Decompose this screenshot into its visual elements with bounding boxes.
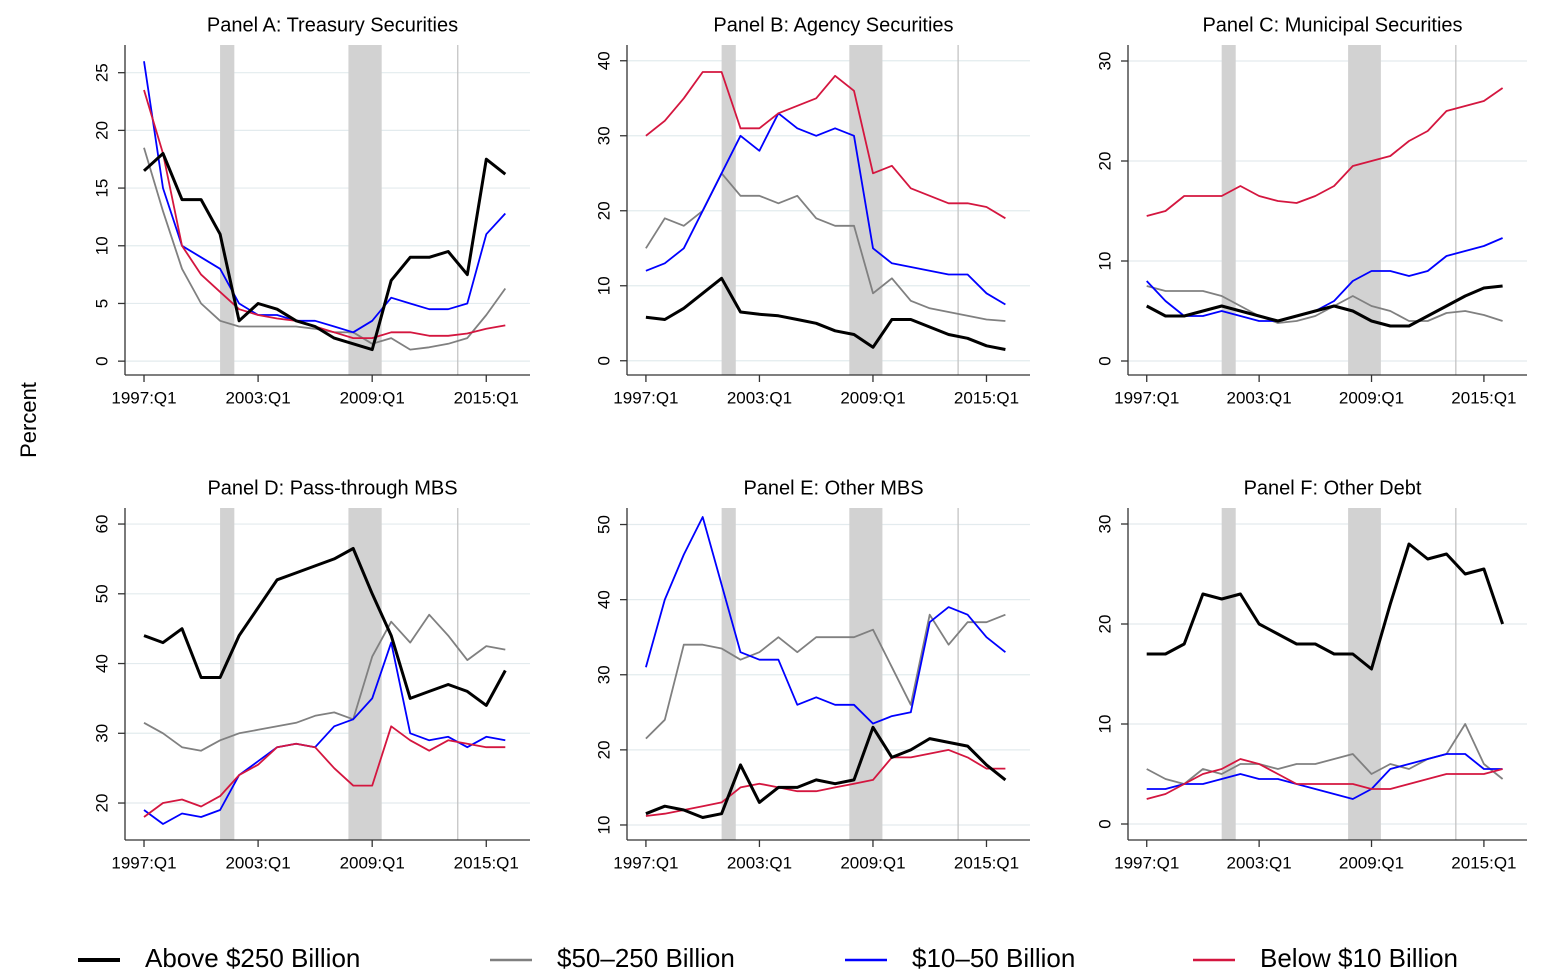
x-tick-label: 2009:Q1 xyxy=(840,853,905,872)
y-tick-label: 25 xyxy=(92,63,111,82)
y-tick-label: 20 xyxy=(92,121,111,140)
recession-band xyxy=(721,45,736,375)
panel-title: Panel D: Pass-through MBS xyxy=(207,477,457,499)
series-line xyxy=(1145,284,1503,328)
y-tick-label: 30 xyxy=(1095,515,1114,534)
series-line xyxy=(143,725,506,818)
series-line xyxy=(1146,237,1503,322)
panel-title: Panel F: Other Debt xyxy=(1244,477,1422,499)
recession-band xyxy=(348,508,382,840)
series-line xyxy=(645,749,1006,817)
x-tick-label: 2003:Q1 xyxy=(225,388,290,407)
y-tick-label: 40 xyxy=(92,654,111,673)
y-tick-label: 60 xyxy=(92,515,111,534)
y-tick-label: 5 xyxy=(92,299,111,308)
x-tick-label: 2009:Q1 xyxy=(340,388,405,407)
x-tick-label: 2015:Q1 xyxy=(454,388,519,407)
y-tick-label: 30 xyxy=(594,126,613,145)
x-tick-label: 1997:Q1 xyxy=(111,853,176,872)
x-tick-label: 2009:Q1 xyxy=(340,853,405,872)
recession-band xyxy=(348,45,382,375)
recession-band xyxy=(220,508,235,840)
y-tick-label: 15 xyxy=(92,179,111,198)
series-line xyxy=(645,172,1006,322)
series-line xyxy=(143,641,506,825)
y-tick-label: 20 xyxy=(594,740,613,759)
y-tick-label: 10 xyxy=(594,276,613,295)
series-line xyxy=(142,152,507,352)
panel-title: Panel A: Treasury Securities xyxy=(207,14,458,36)
series-line xyxy=(143,613,506,752)
y-tick-label: 20 xyxy=(594,201,613,220)
series-line xyxy=(645,276,1006,351)
y-tick-label: 10 xyxy=(594,816,613,835)
recession-band xyxy=(1348,45,1381,375)
series-line xyxy=(1146,542,1505,671)
legend-label: $50–250 Billion xyxy=(557,943,735,973)
y-tick-label: 40 xyxy=(594,51,613,70)
y-tick-label: 50 xyxy=(92,584,111,603)
recession-band xyxy=(1221,508,1236,840)
x-tick-label: 2003:Q1 xyxy=(727,388,792,407)
series-line xyxy=(1146,758,1503,800)
x-tick-label: 2003:Q1 xyxy=(1227,388,1292,407)
x-tick-label: 2009:Q1 xyxy=(840,388,905,407)
x-tick-label: 2015:Q1 xyxy=(954,853,1019,872)
series-line xyxy=(645,516,1006,725)
x-tick-label: 1997:Q1 xyxy=(613,853,678,872)
legend-label: $10–50 Billion xyxy=(912,943,1075,973)
recession-band xyxy=(721,508,736,840)
recession-band xyxy=(220,45,235,375)
series-line xyxy=(1146,285,1503,324)
y-tick-label: 10 xyxy=(92,236,111,255)
x-tick-label: 2009:Q1 xyxy=(1339,388,1404,407)
series-line xyxy=(645,725,1007,819)
y-tick-label: 40 xyxy=(594,590,613,609)
panel-title: Panel E: Other MBS xyxy=(743,477,923,499)
y-tick-label: 0 xyxy=(1095,819,1114,828)
legend-label: Above $250 Billion xyxy=(145,943,360,973)
x-tick-label: 2015:Q1 xyxy=(454,853,519,872)
panel-title: Panel C: Municipal Securities xyxy=(1202,14,1462,36)
x-tick-label: 1997:Q1 xyxy=(1114,853,1179,872)
series-line xyxy=(143,547,507,707)
y-tick-label: 0 xyxy=(1095,356,1114,365)
series-line xyxy=(645,112,1006,306)
x-tick-label: 1997:Q1 xyxy=(613,388,678,407)
y-tick-label: 20 xyxy=(92,794,111,813)
y-tick-label: 20 xyxy=(1095,152,1114,171)
series-line xyxy=(1146,87,1504,217)
series-line xyxy=(143,89,506,339)
recession-band xyxy=(1348,508,1381,840)
x-tick-label: 2015:Q1 xyxy=(1451,853,1516,872)
y-tick-label: 0 xyxy=(92,356,111,365)
x-tick-label: 2015:Q1 xyxy=(954,388,1019,407)
series-line xyxy=(645,71,1006,220)
y-tick-label: 30 xyxy=(92,724,111,743)
series-line xyxy=(143,147,507,351)
series-line xyxy=(645,613,1006,740)
y-tick-label: 50 xyxy=(594,515,613,534)
x-tick-label: 2009:Q1 xyxy=(1339,853,1404,872)
x-tick-label: 2003:Q1 xyxy=(225,853,290,872)
y-axis-label: Percent xyxy=(16,382,41,458)
recession-band xyxy=(849,508,883,840)
y-tick-label: 20 xyxy=(1095,615,1114,634)
y-tick-label: 30 xyxy=(1095,52,1114,71)
recession-band xyxy=(1221,45,1236,375)
y-tick-label: 10 xyxy=(1095,715,1114,734)
x-tick-label: 1997:Q1 xyxy=(1114,388,1179,407)
series-line xyxy=(1146,753,1503,800)
y-tick-label: 30 xyxy=(594,665,613,684)
series-line xyxy=(143,61,506,334)
legend-label: Below $10 Billion xyxy=(1260,943,1458,973)
x-tick-label: 2003:Q1 xyxy=(1227,853,1292,872)
x-tick-label: 2003:Q1 xyxy=(727,853,792,872)
y-tick-label: 10 xyxy=(1095,252,1114,271)
x-tick-label: 2015:Q1 xyxy=(1451,388,1516,407)
panel-title: Panel B: Agency Securities xyxy=(713,14,953,36)
x-tick-label: 1997:Q1 xyxy=(111,388,176,407)
y-tick-label: 0 xyxy=(594,356,613,365)
